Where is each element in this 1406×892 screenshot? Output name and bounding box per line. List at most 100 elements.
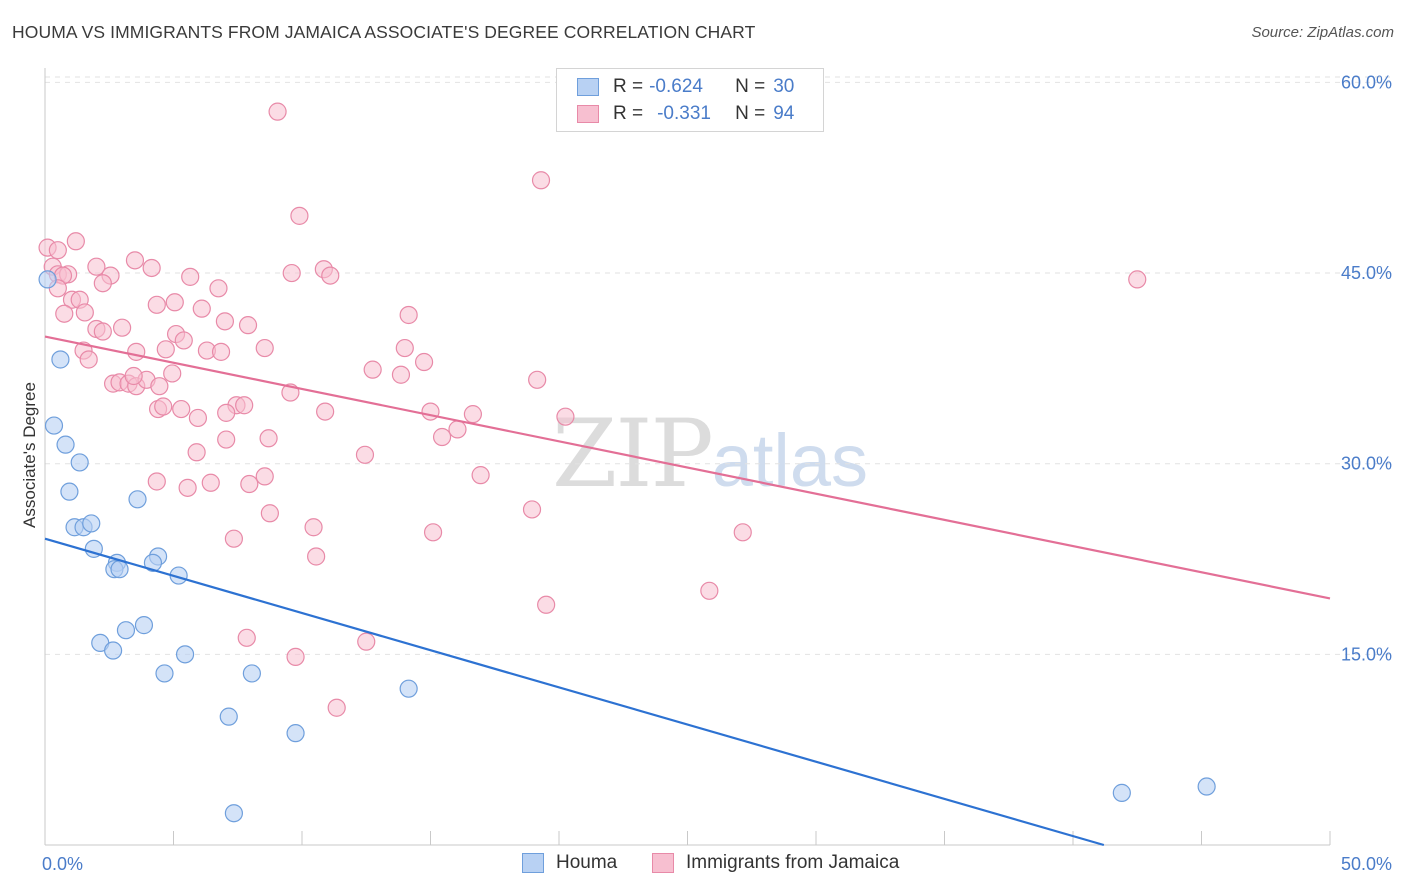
houma-point: [116, 621, 136, 640]
jamaica-point: [142, 258, 161, 278]
gridlines: [45, 76, 1395, 655]
y-tick-label: 60.0%: [1341, 72, 1392, 92]
houma-point: [399, 679, 418, 698]
houma-point: [82, 514, 101, 533]
jamaica-point: [156, 340, 175, 359]
houma-swatch: [522, 853, 544, 873]
jamaica-point: [181, 267, 200, 286]
houma-point: [56, 435, 75, 454]
y-axis-label: Associate's Degree: [20, 382, 39, 528]
jamaica-point: [522, 500, 542, 519]
legend-label: Immigrants from Jamaica: [686, 852, 900, 873]
jamaica-point: [93, 322, 112, 341]
chart-title: HOUMA VS IMMIGRANTS FROM JAMAICA ASSOCIA…: [12, 22, 756, 42]
legend-row-jamaica: R = -0.331 N = 94: [577, 102, 794, 126]
y-tick-label: 45.0%: [1341, 263, 1392, 283]
jamaica-point: [124, 366, 143, 386]
r-value: -0.331: [657, 103, 711, 124]
houma-point: [128, 490, 147, 509]
jamaica-point: [79, 350, 98, 369]
jamaica-point: [150, 377, 169, 396]
y-tick-label: 15.0%: [1341, 644, 1392, 664]
jamaica-point: [165, 293, 184, 312]
jamaica-point: [75, 303, 94, 322]
jamaica-point: [463, 405, 483, 424]
jamaica-point: [238, 316, 258, 335]
r-value: -0.624: [649, 76, 703, 97]
houma-point: [51, 350, 70, 369]
jamaica-point: [147, 295, 166, 314]
jamaica-point: [471, 466, 490, 485]
n-label: N =: [735, 76, 766, 97]
jamaica-point: [395, 338, 414, 358]
x-tick-label: 50.0%: [1341, 854, 1392, 874]
houma-point: [175, 645, 195, 664]
jamaica-point: [255, 338, 274, 358]
jamaica-point: [268, 102, 287, 121]
jamaica-point: [215, 312, 234, 331]
jamaica-point: [174, 331, 193, 350]
houma-point: [242, 664, 261, 683]
x-tick-label: 0.0%: [42, 854, 83, 874]
jamaica-point: [363, 360, 382, 379]
jamaica-point: [217, 403, 236, 422]
watermark-zip: ZIP: [552, 400, 714, 509]
houma-point: [44, 416, 64, 435]
houma-point: [104, 641, 123, 660]
houma-point: [1112, 783, 1131, 802]
legend-label: Houma: [556, 852, 618, 873]
jamaica-point: [235, 396, 254, 415]
jamaica-point: [224, 529, 243, 548]
houma-trend-line: [44, 537, 1105, 847]
houma-point: [155, 664, 174, 683]
jamaica-point: [240, 474, 259, 494]
jamaica-point: [556, 407, 575, 426]
legend-item-jamaica[interactable]: Immigrants from Jamaica: [652, 852, 899, 874]
legend-item-houma[interactable]: Houma: [522, 852, 617, 874]
jamaica-point: [1128, 270, 1147, 289]
houma-swatch: [577, 78, 599, 96]
jamaica-point: [531, 171, 551, 190]
jamaica-point: [391, 365, 411, 384]
jamaica-swatch: [577, 105, 599, 123]
jamaica-point: [355, 445, 375, 464]
jamaica-point: [307, 547, 326, 566]
jamaica-point: [316, 402, 335, 421]
jamaica-point: [237, 628, 256, 647]
watermark: ZIPatlas: [552, 400, 868, 509]
n-label: N =: [735, 103, 766, 124]
houma-point: [224, 804, 243, 823]
jamaica-point: [414, 352, 434, 372]
jamaica-point: [211, 342, 231, 361]
jamaica-point: [421, 402, 440, 421]
jamaica-point: [217, 430, 236, 449]
jamaica-point: [286, 647, 305, 666]
jamaica-point: [112, 318, 132, 337]
jamaica-point: [147, 472, 166, 491]
jamaica-point: [66, 232, 85, 251]
jamaica-point: [127, 342, 146, 361]
jamaica-point: [154, 397, 173, 416]
jamaica-point: [304, 518, 323, 537]
houma-point: [38, 270, 57, 289]
houma-point: [60, 482, 79, 501]
jamaica-points: [38, 102, 1147, 717]
houma-point: [134, 616, 154, 635]
r-label: R =: [613, 103, 644, 124]
jamaica-point: [87, 257, 106, 276]
jamaica-point: [259, 429, 278, 448]
houma-point: [286, 724, 305, 743]
jamaica-point: [187, 443, 206, 462]
jamaica-trend-line: [44, 335, 1331, 600]
jamaica-point: [321, 266, 340, 285]
jamaica-point: [172, 399, 191, 419]
jamaica-point: [201, 473, 220, 492]
jamaica-point: [255, 467, 274, 486]
jamaica-point: [448, 420, 467, 439]
houma-point: [219, 707, 238, 726]
axes: [44, 68, 1331, 846]
jamaica-point: [178, 478, 197, 497]
jamaica-point: [125, 251, 145, 270]
jamaica-point: [432, 427, 452, 447]
